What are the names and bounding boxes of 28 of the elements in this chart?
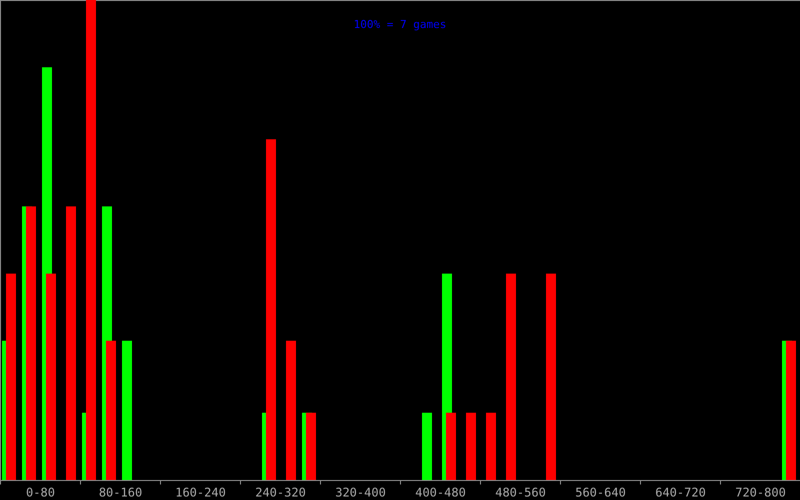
bar (122, 340, 132, 480)
bar (506, 274, 516, 480)
x-tick-label: 240-320 (255, 486, 306, 500)
x-tick-label: 400-480 (415, 486, 466, 500)
x-tick-label: 160-240 (175, 486, 226, 500)
bar (546, 274, 556, 480)
bar (46, 274, 56, 480)
text: 100% = 7 games (354, 18, 446, 31)
bar (422, 412, 432, 480)
bar (86, 0, 96, 480)
bar (66, 206, 76, 480)
x-tick-label: 320-400 (335, 486, 386, 500)
bar (6, 274, 16, 480)
x-tick-label: 0-80 (26, 486, 55, 500)
bar (306, 412, 316, 480)
bar (266, 139, 276, 480)
bar (786, 340, 796, 480)
bar (486, 412, 496, 480)
x-tick-label: 720-800 (735, 486, 786, 500)
x-tick-label: 640-720 (655, 486, 706, 500)
bar (286, 340, 296, 480)
bar (106, 340, 116, 480)
x-tick-label: 560-640 (575, 486, 626, 500)
bar (446, 412, 456, 480)
bar (26, 206, 36, 480)
bar (466, 412, 476, 480)
x-tick-label: 80-160 (98, 486, 142, 500)
x-tick-label: 480-560 (495, 486, 546, 500)
